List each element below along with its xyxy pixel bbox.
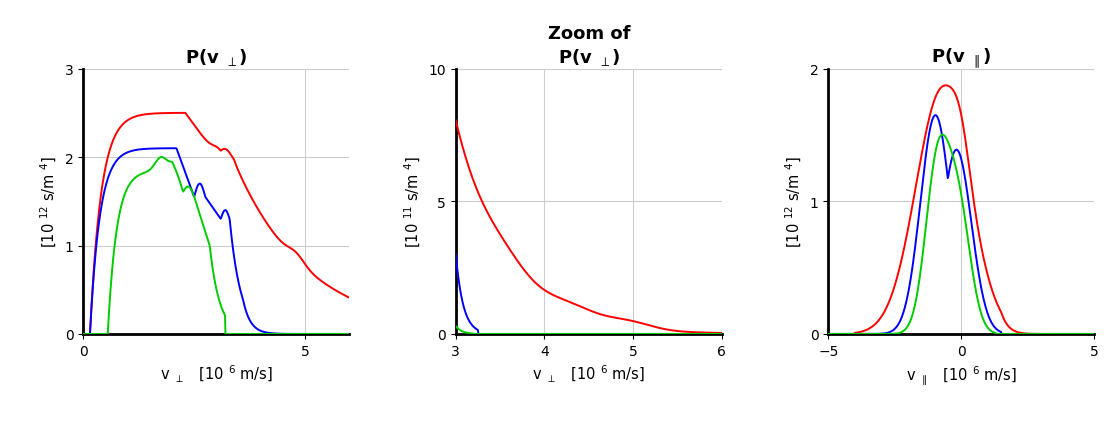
Title: Zoom of
P(v $_{\perp}$): Zoom of P(v $_{\perp}$) bbox=[548, 26, 630, 68]
X-axis label: v $_{\perp}$   [10 $^{6}$ m/s]: v $_{\perp}$ [10 $^{6}$ m/s] bbox=[532, 363, 645, 385]
Title: P(v $_{\perp}$): P(v $_{\perp}$) bbox=[186, 46, 248, 68]
Y-axis label: [10 $^{12}$ s/m $^{4}$]: [10 $^{12}$ s/m $^{4}$] bbox=[784, 156, 804, 248]
Y-axis label: [10 $^{11}$ s/m $^{4}$]: [10 $^{11}$ s/m $^{4}$] bbox=[403, 156, 423, 248]
X-axis label: v $_{\perp}$   [10 $^{6}$ m/s]: v $_{\perp}$ [10 $^{6}$ m/s] bbox=[160, 363, 273, 385]
X-axis label: v $_{\parallel}$   [10 $^{6}$ m/s]: v $_{\parallel}$ [10 $^{6}$ m/s] bbox=[905, 363, 1017, 387]
Title: P(v $_{\parallel}$): P(v $_{\parallel}$) bbox=[931, 46, 991, 69]
Y-axis label: [10 $^{12}$ s/m $^{4}$]: [10 $^{12}$ s/m $^{4}$] bbox=[39, 156, 59, 248]
